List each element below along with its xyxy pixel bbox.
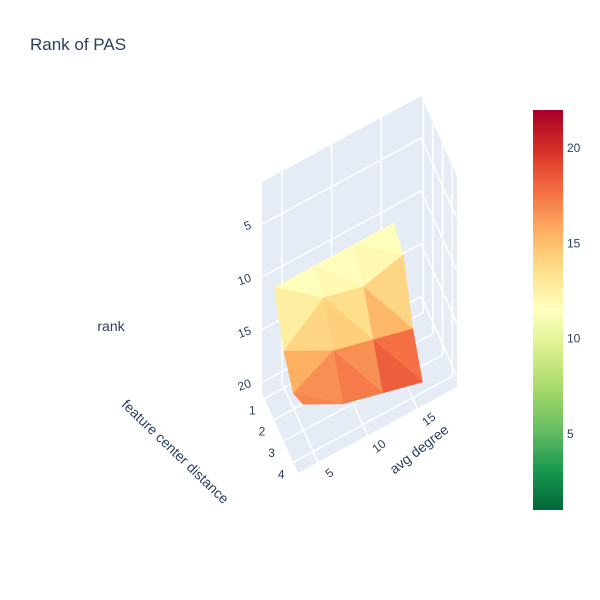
scene-wall-y xyxy=(421,96,457,387)
surface-mesh[interactable] xyxy=(273,222,423,405)
colorbar-tick-label: 10 xyxy=(567,332,581,346)
surface-facet xyxy=(293,393,344,405)
gridline-x xyxy=(292,375,453,463)
colorbar-tick-label: 20 xyxy=(567,141,581,155)
colorbar: 5 10 15 20 xyxy=(533,110,581,510)
z-tick-label: 5 xyxy=(242,218,253,234)
gridline-z xyxy=(261,190,422,278)
x-tick-label: 3 xyxy=(268,446,275,460)
y-tick-label: 5 xyxy=(322,465,336,480)
colorbar-ticks: 5 10 15 20 xyxy=(567,141,581,441)
colorbar-scale xyxy=(533,110,563,510)
x-tick-label: 2 xyxy=(259,425,266,439)
gridline-z xyxy=(420,190,458,272)
y-tick-label: 10 xyxy=(370,436,389,455)
x-axis-title: feature center distance xyxy=(119,396,233,507)
y-axis-title: avg degree xyxy=(386,421,451,477)
z-axis-title: rank xyxy=(97,318,125,334)
gridline-z xyxy=(420,243,458,325)
gridline-z xyxy=(420,137,458,219)
colorbar-tick-label: 15 xyxy=(567,236,581,250)
gridline-z xyxy=(261,137,422,225)
x-tick-label: 1 xyxy=(249,403,256,417)
chart-title: Rank of PAS xyxy=(30,35,126,54)
z-tick-label: 10 xyxy=(236,271,254,289)
z-tick-label: 20 xyxy=(236,376,254,394)
x-tick-label: 4 xyxy=(278,467,285,481)
gridline-z xyxy=(420,296,458,377)
gridline-y xyxy=(281,381,319,463)
z-tick-label: 15 xyxy=(236,323,254,341)
colorbar-tick-label: 5 xyxy=(567,427,574,441)
z-axis-ticks: 5 10 15 20 xyxy=(236,218,254,394)
